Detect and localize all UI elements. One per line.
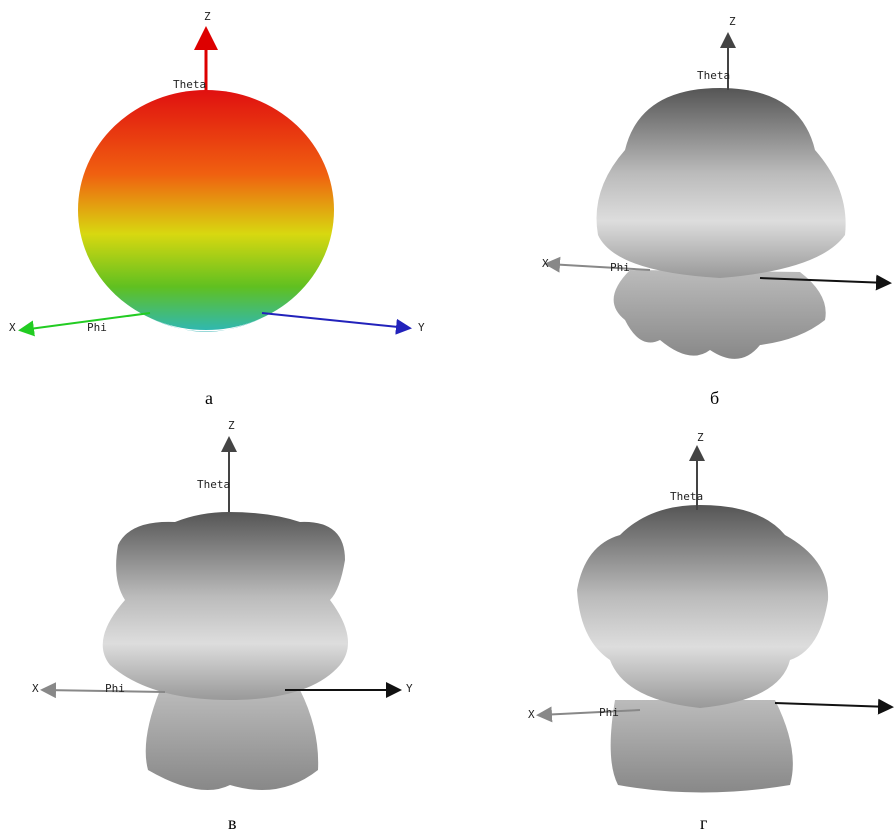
- axis-label: Y: [406, 682, 413, 695]
- axis-label: Phi: [610, 261, 630, 274]
- pattern-lobes: [614, 270, 826, 359]
- axis-label: Theta: [697, 69, 730, 82]
- pattern: [577, 505, 828, 708]
- pattern: [597, 88, 846, 278]
- axis-label: X: [32, 682, 39, 695]
- axis-label: X: [542, 257, 549, 270]
- axis-label: Z: [729, 15, 736, 28]
- caption: б: [710, 388, 719, 408]
- axis-label: Theta: [173, 78, 206, 91]
- caption: г: [700, 813, 707, 833]
- x-axis: [22, 313, 150, 330]
- pattern: [78, 90, 334, 330]
- panel-d: Z Theta X Phi г: [528, 431, 890, 833]
- axis-label: Z: [697, 431, 704, 444]
- axis-label: X: [9, 321, 16, 334]
- axis-label: Phi: [87, 321, 107, 334]
- pattern-lobes: [611, 700, 793, 793]
- y-axis: [262, 313, 408, 328]
- caption: а: [205, 388, 213, 408]
- figure: Z Theta X Phi Y а Z Theta X Phi б Z Thet…: [0, 0, 896, 835]
- panel-c: Z Theta X Phi Y в: [32, 419, 413, 833]
- axis-label: Theta: [670, 490, 703, 503]
- pattern: [103, 512, 348, 700]
- panel-a: Z Theta X Phi Y а: [9, 10, 425, 408]
- axis-label: Phi: [599, 706, 619, 719]
- x-axis: [548, 264, 650, 270]
- caption: в: [228, 813, 237, 833]
- axis-label: Z: [228, 419, 235, 432]
- pattern-lobes: [146, 690, 318, 790]
- panel-b: Z Theta X Phi б: [542, 15, 888, 408]
- axis-label: X: [528, 708, 535, 721]
- axis-label: Phi: [105, 682, 125, 695]
- axis-label: Z: [204, 10, 211, 23]
- axis-label: Theta: [197, 478, 230, 491]
- y-axis: [775, 703, 890, 707]
- axis-label: Y: [418, 321, 425, 334]
